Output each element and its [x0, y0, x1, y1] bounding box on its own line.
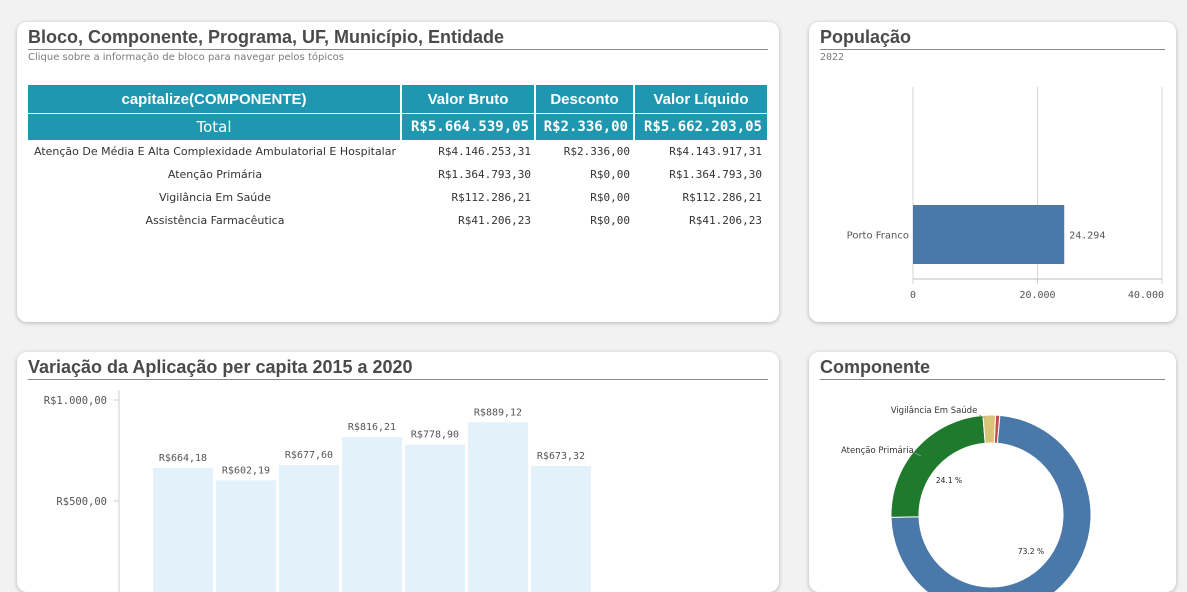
component-panel-title: Componente — [820, 357, 930, 377]
column-header-valor-bruto[interactable]: Valor Bruto — [402, 85, 536, 114]
table-panel: Bloco, Componente, Programa, UF, Municíp… — [17, 22, 779, 322]
y-tick-label: R$1.000,00 — [44, 395, 107, 407]
title-divider — [820, 49, 1165, 50]
x-tick-label: 20.000 — [1019, 290, 1055, 301]
bar[interactable] — [531, 465, 591, 592]
row-componente: Atenção Primária — [167, 168, 263, 181]
component-panel: Componente 24.1 % 73.2 % Vigilância Em Saú… — [809, 352, 1176, 592]
bar[interactable] — [468, 422, 528, 592]
bar-value-label: R$673,32 — [537, 451, 585, 462]
column-header-componente[interactable]: capitalize(COMPONENTE) — [28, 85, 402, 114]
population-bar[interactable] — [913, 205, 1065, 264]
title-divider — [820, 379, 1165, 380]
row-valor-liquido: R$41.206,23 — [689, 214, 762, 227]
table-panel-subtitle: Clique sobre a informação de bloco para … — [28, 52, 344, 63]
category-label: Porto Franco — [847, 231, 909, 242]
bar-value-label: R$677,60 — [285, 450, 333, 461]
slice-outside-label: Vigilância Em Saúde — [891, 406, 978, 416]
row-valor-liquido: R$112.286,21 — [682, 191, 762, 204]
x-tick-label: 40.000 — [1128, 290, 1164, 301]
table-row[interactable]: Atenção De Média E Alta Complexidade Amb… — [28, 140, 767, 163]
population-chart: 0 20.000 40.000 Porto Franco 24.294 — [847, 87, 1164, 301]
row-valor-bruto: R$1.364.793,30 — [438, 168, 531, 181]
pivot-table: capitalize(COMPONENTE) Valor Bruto Desco… — [28, 85, 767, 232]
donut-slice[interactable] — [890, 414, 1092, 592]
table-row[interactable]: Vigilância Em Saúde R$112.286,21 R$0,00 R$1… — [28, 186, 767, 209]
row-valor-bruto: R$41.206,23 — [458, 214, 531, 227]
total-liquido: R$5.662.203,05 — [635, 114, 767, 140]
slice-percent-label: 73.2 % — [1018, 547, 1044, 556]
row-valor-bruto: R$112.286,21 — [451, 191, 531, 204]
total-row: Total R$5.664.539,05 R$2.336,00 R$5.662.… — [28, 114, 767, 140]
column-header-desconto[interactable]: Desconto — [536, 85, 635, 114]
leader-line — [914, 452, 922, 457]
row-valor-bruto: R$4.146.253,31 — [438, 145, 531, 158]
variation-panel-title: Variação da Aplicação per capita 2015 a … — [28, 357, 413, 377]
bar-value-label: R$664,18 — [159, 453, 207, 464]
row-desconto: R$0,00 — [590, 168, 630, 181]
bar-value-label: R$602,19 — [222, 465, 270, 476]
row-desconto: R$0,00 — [590, 214, 630, 227]
table-panel-title: Bloco, Componente, Programa, UF, Municíp… — [28, 27, 505, 47]
component-donut-chart: 24.1 % 73.2 % Vigilância Em Saúde Atenção P… — [841, 406, 1092, 592]
total-label: Total — [28, 114, 402, 140]
variation-panel: Variação da Aplicação per capita 2015 a … — [17, 352, 779, 592]
bar[interactable] — [216, 480, 276, 592]
table-row[interactable]: Assistência Farmacêutica R$41.206,23 R$0,0… — [28, 209, 767, 232]
slice-outside-label: Atenção Primária — [841, 446, 914, 456]
donut-slice[interactable] — [890, 414, 986, 518]
y-tick-label: R$500,00 — [56, 496, 107, 508]
row-desconto: R$0,00 — [590, 191, 630, 204]
table-row[interactable]: Atenção Primária R$1.364.793,30 R$0,00 R$1.… — [28, 163, 767, 186]
variation-chart: R$500,00 R$1.000,00 R$664,18 R$602,19 R$677,… — [44, 390, 591, 592]
bar[interactable] — [279, 465, 339, 592]
population-year: 2022 — [820, 52, 845, 63]
x-tick-label: 0 — [910, 290, 916, 301]
slice-percent-label: 24.1 % — [936, 476, 962, 485]
column-header-valor-liquido[interactable]: Valor Líquido — [635, 85, 767, 114]
row-componente: Atenção De Média E Alta Complexidade Amb… — [33, 145, 397, 158]
bar[interactable] — [153, 467, 213, 592]
bar[interactable] — [405, 444, 465, 592]
population-panel-title: População — [820, 27, 912, 47]
leader-line — [978, 414, 986, 419]
total-bruto: R$5.664.539,05 — [402, 114, 536, 140]
bar[interactable] — [342, 437, 402, 592]
population-panel: População 2022 0 20.000 40.000 Porto Franco… — [809, 22, 1176, 322]
row-componente: Assistência Farmacêutica — [145, 214, 285, 227]
donut-slice[interactable] — [982, 414, 997, 444]
row-componente: Vigilância Em Saúde — [158, 191, 272, 204]
total-desconto: R$2.336,00 — [536, 114, 635, 140]
bar-value-label: R$889,12 — [474, 407, 522, 418]
bar-value-label: 24.294 — [1069, 231, 1105, 242]
bar-value-label: R$816,21 — [348, 422, 396, 433]
title-divider — [28, 49, 768, 50]
row-valor-liquido: R$1.364.793,30 — [669, 168, 762, 181]
row-valor-liquido: R$4.143.917,31 — [669, 145, 762, 158]
row-desconto: R$2.336,00 — [563, 145, 630, 158]
title-divider — [28, 379, 768, 380]
bar-value-label: R$778,90 — [411, 430, 459, 441]
